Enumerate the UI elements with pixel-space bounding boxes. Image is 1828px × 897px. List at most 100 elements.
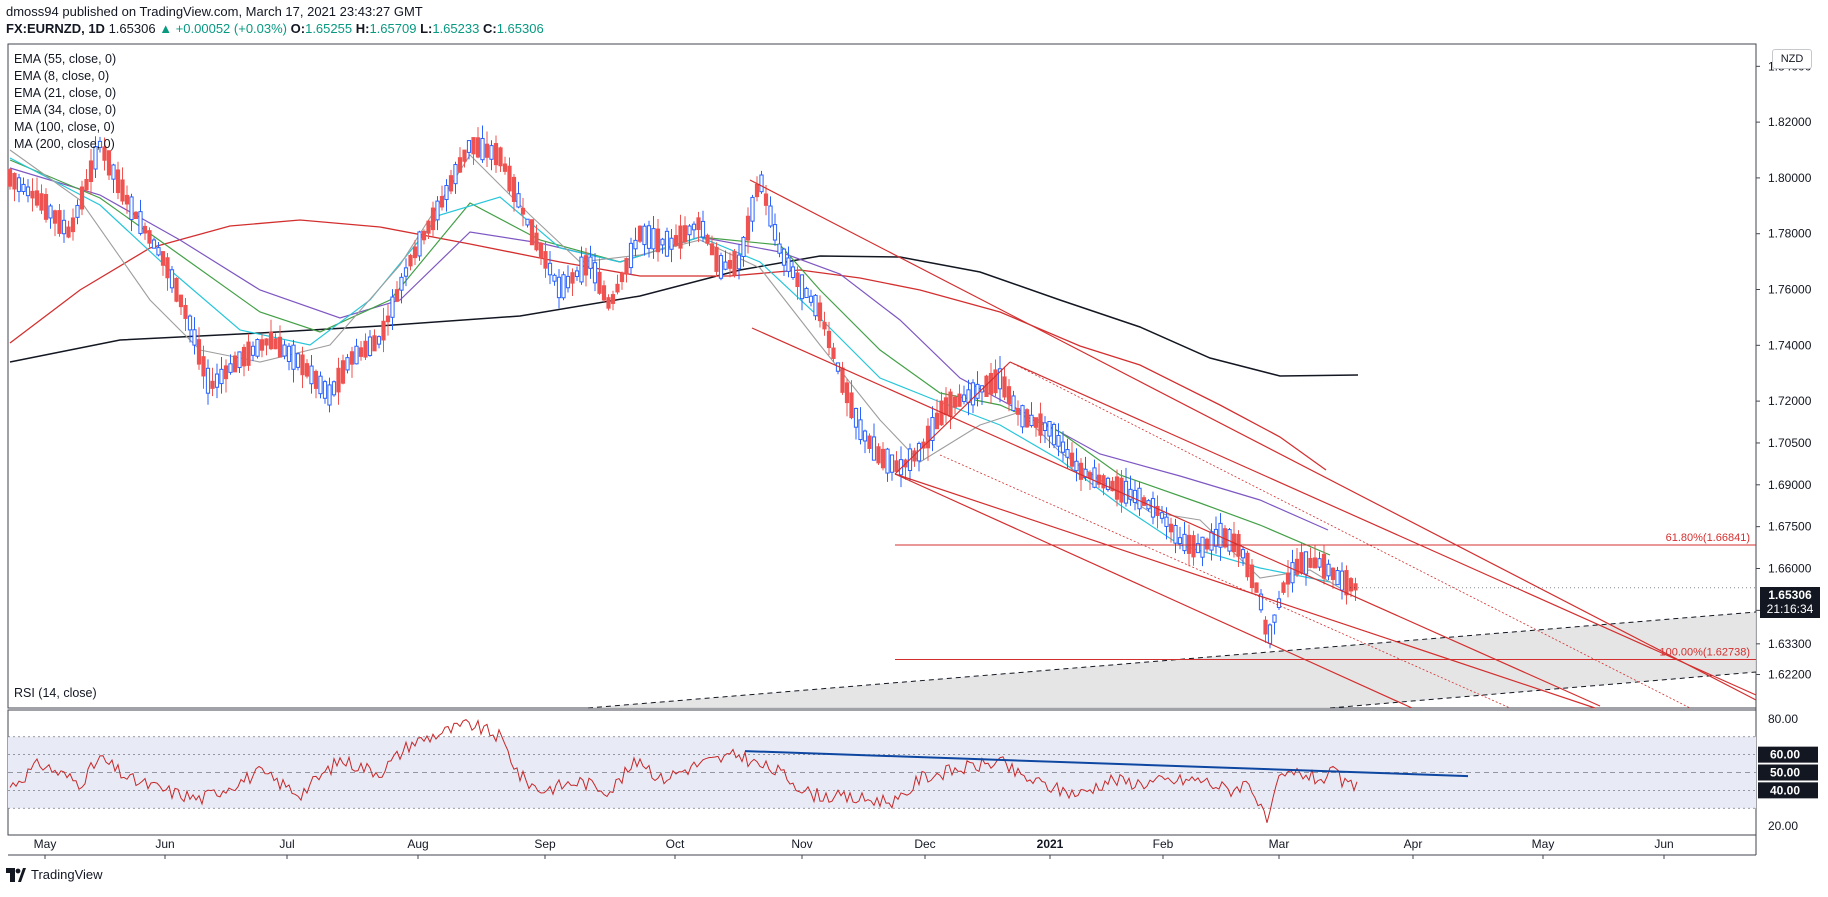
candle-body <box>39 193 44 211</box>
rsi-tick-box <box>1758 746 1818 763</box>
legend-ma100[interactable]: MA (100, close, 0) <box>14 120 115 134</box>
rsi-tick-box <box>1758 764 1818 781</box>
candle-body <box>70 217 76 233</box>
candle-body <box>210 380 215 389</box>
close-label: C: <box>482 21 497 36</box>
candle-body <box>160 251 166 266</box>
candle-body <box>394 289 400 302</box>
price-tag-value: 1.65306 <box>1768 588 1812 602</box>
candle-body <box>43 194 49 220</box>
candle-body <box>345 357 350 371</box>
candle-body <box>1245 552 1250 578</box>
candle-body <box>1191 535 1196 558</box>
candle-body <box>637 225 643 242</box>
candle-body <box>241 346 247 367</box>
candle-body <box>336 367 341 393</box>
candle-body <box>313 370 319 389</box>
candle-body <box>273 338 278 350</box>
fib-level-label: 100.00%(1.62738) <box>1659 647 1750 659</box>
candle-body <box>759 174 764 193</box>
candle-body <box>453 164 458 185</box>
candle-body <box>295 353 301 368</box>
candle-body <box>232 355 238 373</box>
candle-body <box>628 242 634 269</box>
candle-body <box>66 226 71 238</box>
footer-brand[interactable]: TradingView <box>31 867 103 882</box>
candle-body <box>858 419 863 441</box>
candle-body <box>1339 570 1345 591</box>
ma200-line <box>9 255 1359 377</box>
candle-body <box>498 147 503 167</box>
time-tick-label: May <box>34 837 57 851</box>
currency-badge[interactable]: NZD <box>1772 49 1812 69</box>
candle-body <box>111 164 116 180</box>
rsi-legend[interactable]: RSI (14, close) <box>14 686 97 700</box>
candle-body <box>439 195 445 208</box>
candle-body <box>579 256 584 283</box>
candle-body <box>718 255 724 279</box>
candle-body <box>1254 582 1259 593</box>
candle-body <box>1047 420 1052 437</box>
candle-body <box>1317 558 1322 568</box>
candle-body <box>385 315 391 323</box>
candle-body <box>862 430 868 442</box>
candle-body <box>601 285 607 301</box>
candle-body <box>1155 505 1160 517</box>
legend-ema34[interactable]: EMA (34, close, 0) <box>14 103 117 117</box>
candle-body <box>1263 619 1268 635</box>
candle-body <box>142 225 148 234</box>
candle-body <box>250 345 256 356</box>
candle-body <box>1015 408 1021 415</box>
candle-body <box>574 270 580 278</box>
candle-body <box>619 272 625 283</box>
candle-body <box>1281 582 1286 593</box>
candle-body <box>88 160 94 182</box>
chart-header: dmoss94 published on TradingView.com, Ma… <box>0 0 1828 42</box>
candle-body <box>435 200 440 221</box>
price-tick-label: 1.82000 <box>1768 115 1812 129</box>
candle-body <box>124 194 130 205</box>
candle-body <box>448 175 454 192</box>
candle-body <box>723 261 728 270</box>
channel-mid-line <box>751 327 1601 707</box>
candle-body <box>282 344 287 357</box>
candle-body <box>1308 557 1313 568</box>
candle-body <box>1312 557 1318 569</box>
candle-body <box>1186 534 1192 554</box>
rsi-tick-label: 80.00 <box>1768 712 1798 726</box>
candle-body <box>363 340 368 358</box>
candle-body <box>687 225 692 236</box>
candle-body <box>709 243 715 256</box>
time-tick-label: Jul <box>279 837 294 851</box>
legend-ema8[interactable]: EMA (8, close, 0) <box>14 69 110 83</box>
candle-body <box>763 193 769 206</box>
candle-body <box>876 446 881 464</box>
candle-body <box>511 176 517 203</box>
candle-body <box>849 392 854 419</box>
candle-body <box>799 274 805 300</box>
candle-body <box>646 225 652 249</box>
candle-body <box>975 383 980 399</box>
candle-body <box>358 347 364 357</box>
candle-body <box>1056 435 1061 447</box>
rsi-tick-label: 20.00 <box>1768 819 1798 833</box>
candle-body <box>7 169 13 187</box>
legend-ema21[interactable]: EMA (21, close, 0) <box>14 86 117 100</box>
candle-body <box>813 294 818 317</box>
candle-body <box>205 367 211 394</box>
candle-body <box>403 267 409 277</box>
candle-body <box>48 205 53 219</box>
time-tick-label: Dec <box>914 837 935 851</box>
symbol-label[interactable]: FX:EURNZD, 1D <box>6 21 105 36</box>
candle-body <box>844 382 850 404</box>
candle-body <box>133 211 139 220</box>
candle-body <box>538 242 544 259</box>
legend-ma200[interactable]: MA (200, close, 0) <box>14 137 115 151</box>
candle-body <box>484 143 490 158</box>
candle-body <box>1159 512 1165 519</box>
candle-body <box>444 185 449 201</box>
candle-body <box>727 259 733 269</box>
close-value: 1.65306 <box>496 21 544 36</box>
legend-ema55[interactable]: EMA (55, close, 0) <box>14 52 117 66</box>
